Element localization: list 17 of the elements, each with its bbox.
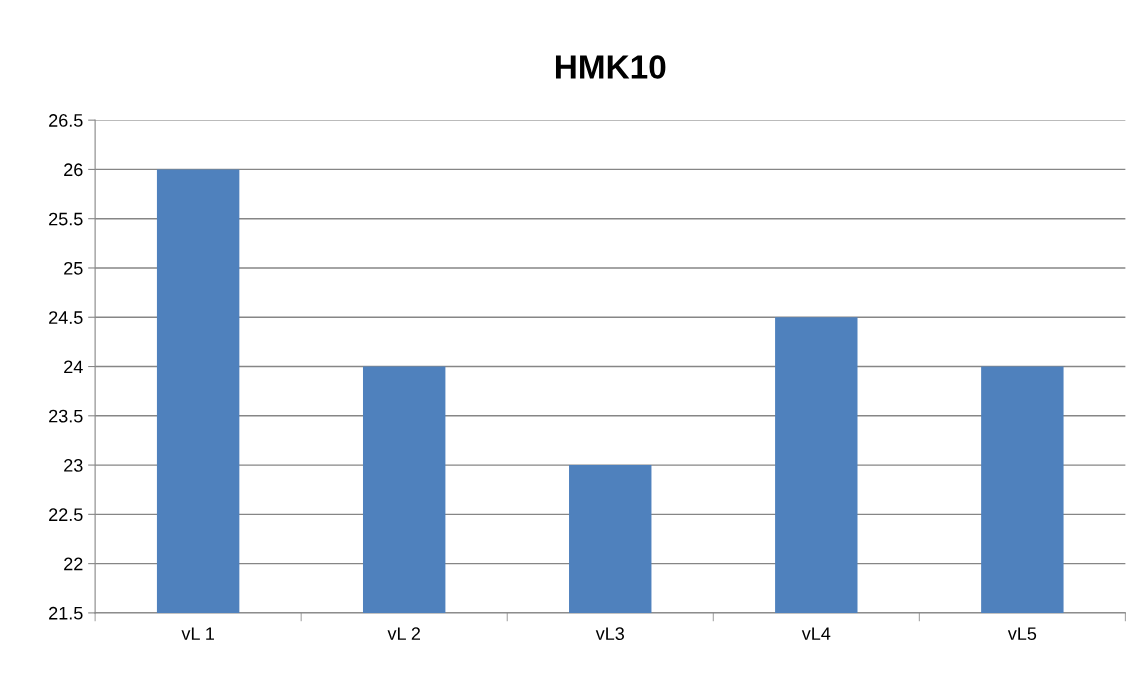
x-tick-label: vL4 [801,627,831,640]
chart-title: HMK10 [555,55,666,79]
y-tick-label: 26 [64,163,83,177]
x-tick-label: vL5 [1007,627,1037,641]
y-tick-label: 24 [64,360,83,374]
y-tick-label: 22.5 [49,508,83,522]
y-tick-label: 21.5 [49,606,83,620]
y-tick-label: 25.5 [49,212,83,226]
y-tick-label: 23 [64,459,83,472]
y-tick-label: 25 [64,261,83,275]
x-tick-label: vL3 [595,627,625,641]
y-tick-label: 22 [64,557,83,571]
y-tick-label: 26.5 [49,114,83,127]
x-tick-label: vL 1 [181,627,214,640]
y-tick-label: 23.5 [49,409,83,423]
y-tick-label: 24.5 [49,311,83,324]
x-tick-label: vL 2 [387,627,421,640]
